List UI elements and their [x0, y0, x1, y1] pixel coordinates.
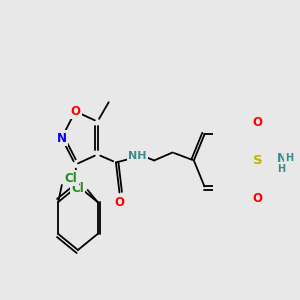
- Text: N: N: [57, 131, 67, 145]
- Text: H: H: [278, 164, 286, 175]
- Text: Cl: Cl: [65, 172, 77, 184]
- Text: O: O: [253, 192, 262, 205]
- Text: N: N: [277, 152, 287, 165]
- Text: Cl: Cl: [71, 182, 84, 194]
- Text: O: O: [70, 105, 80, 118]
- Text: O: O: [115, 196, 124, 209]
- Text: O: O: [253, 116, 262, 129]
- Text: S: S: [253, 154, 262, 167]
- Text: H: H: [285, 154, 293, 164]
- Text: NH: NH: [128, 152, 146, 161]
